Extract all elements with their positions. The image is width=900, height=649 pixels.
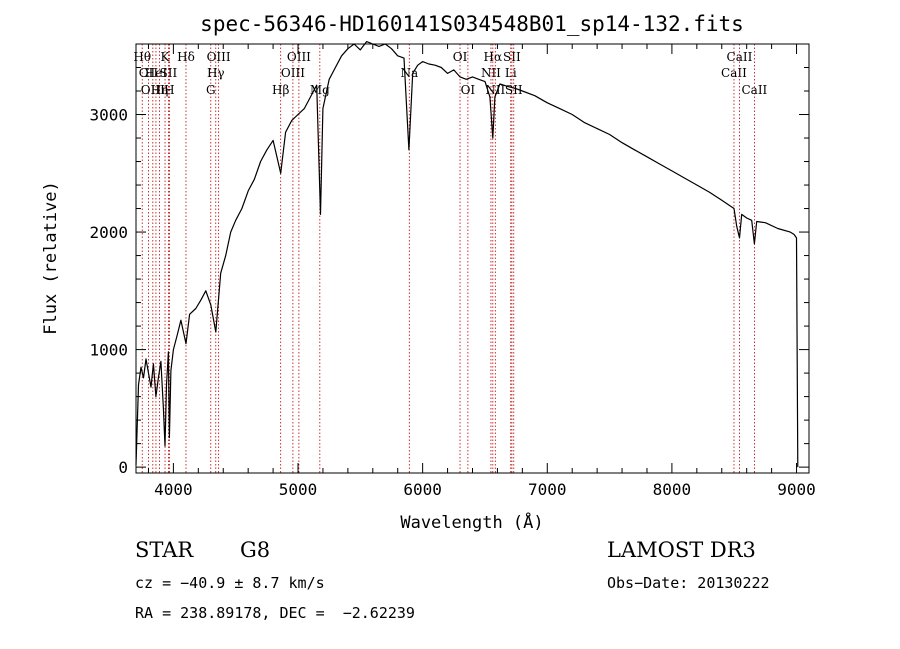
line-marker-label-9: G [206, 83, 216, 97]
line-marker-label-18: OI [461, 83, 476, 97]
line-marker-label-7: H [164, 83, 174, 97]
line-marker-label-3: HeI [145, 66, 168, 80]
line-marker-label-21: NII [485, 83, 505, 97]
line-marker-label-26: CaII [727, 50, 753, 64]
line-marker-label-14: OIII [287, 50, 311, 64]
line-marker-label-4: Hη [151, 83, 169, 97]
y-axis-label: Flux (relative) [41, 181, 61, 335]
series-layer [135, 41, 799, 468]
x-tick-label-2: 6000 [403, 480, 442, 499]
chart-title: spec-56346-HD160141S034548B01_sp14-132.f… [200, 12, 744, 36]
line-marker-label-25: CaII [721, 66, 747, 80]
line-marker-label-10: Hγ [207, 66, 225, 80]
line-marker-label-11: OIII [207, 50, 231, 64]
coordinates: RA = 238.89178, DEC = −2.62239 [135, 604, 415, 622]
redshift-cz: cz = −40.9 ± 8.7 km/s [135, 574, 325, 592]
object-type: STAR [135, 538, 194, 562]
survey-name: LAMOST DR3 [607, 538, 756, 562]
line-marker-label-13: OIII [281, 66, 305, 80]
line-marker-label-20: Hα [484, 50, 503, 64]
line-marker-label-12: Hβ [272, 83, 289, 97]
x-axis-label: Wavelength (Å) [400, 511, 543, 533]
y-tick-label-1: 1000 [89, 341, 128, 360]
tick-layer: 4000 5000 6000 7000 8000 9000 0 1000 2000 3000 [89, 44, 816, 499]
line-marker-label-8: Hδ [177, 50, 195, 64]
line-marker-label-0: Hθ [133, 50, 151, 64]
line-marker-label-2: OIII [141, 83, 165, 97]
line-marker-label-19: NII [481, 66, 501, 80]
line-marker-layer: Hθ OII OIII HeI Hη K SII H Hδ G Hγ OIII Hβ OIII OIII Mg… [133, 44, 768, 473]
x-tick-label-5: 9000 [777, 480, 816, 499]
y-tick-label-3: 3000 [89, 106, 128, 125]
plot-frame [135, 43, 810, 474]
spectrum-line-0 [135, 41, 799, 468]
y-tick-label-0: 0 [118, 458, 128, 477]
line-marker-label-17: OI [453, 50, 468, 64]
obs-date: Obs−Date: 20130222 [607, 574, 770, 592]
line-marker-label-1: OII [139, 66, 159, 80]
line-marker-label-22: Li [505, 66, 517, 80]
line-marker-label-27: CaII [741, 83, 767, 97]
x-tick-label-3: 7000 [528, 480, 567, 499]
spectral-subclass: G8 [240, 538, 271, 562]
x-tick-label-4: 8000 [653, 480, 692, 499]
x-tick-label-1: 5000 [279, 480, 318, 499]
line-marker-label-23: SII [503, 50, 521, 64]
line-marker-label-15: Mg [310, 83, 330, 97]
y-tick-label-2: 2000 [89, 223, 128, 242]
line-marker-label-6: SII [160, 66, 178, 80]
x-tick-label-0: 4000 [154, 480, 193, 499]
line-marker-label-5: K [161, 50, 171, 64]
